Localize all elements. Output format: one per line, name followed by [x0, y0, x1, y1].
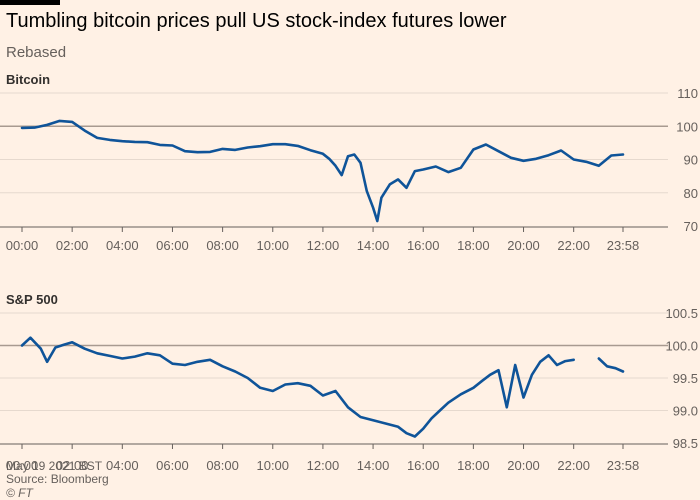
bitcoin-y-tick-label: 100 [676, 119, 698, 134]
bitcoin-x-tick-label: 06:00 [156, 238, 189, 253]
bitcoin-x-tick-label: 14:00 [357, 238, 390, 253]
sp500-y-tick-label: 99.0 [673, 404, 698, 419]
bitcoin-y-tick-label: 90 [684, 153, 698, 168]
sp500-x-tick-label: 18:00 [457, 458, 490, 473]
bitcoin-x-tick-label: 02:00 [56, 238, 89, 253]
sp500-y-tick-label: 99.5 [673, 371, 698, 386]
footer-copyright: © FT [6, 486, 33, 500]
bitcoin-y-tick-label: 70 [684, 219, 698, 234]
chart-subtitle: Rebased [6, 44, 67, 61]
bitcoin-x-tick-label: 23:58 [607, 238, 640, 253]
sp500-x-tick-label: 23:58 [607, 458, 640, 473]
bitcoin-x-tick-label: 00:00 [6, 238, 39, 253]
sp500-x-tick-label: 16:00 [407, 458, 440, 473]
chart-title: Tumbling bitcoin prices pull US stock-in… [6, 10, 507, 32]
bitcoin-panel-title: Bitcoin [6, 72, 50, 87]
footer-source: Source: Bloomberg [6, 472, 109, 486]
sp500-y-tick-label: 100.5 [665, 306, 698, 321]
bitcoin-x-tick-label: 12:00 [307, 238, 340, 253]
sp500-x-tick-label: 12:00 [307, 458, 340, 473]
sp500-series-line [597, 357, 625, 373]
sp500-x-tick-label: 08:00 [206, 458, 239, 473]
sp500-x-tick-label: 02:00 [56, 458, 89, 473]
sp500-x-tick-label: 00:00 [6, 458, 39, 473]
sp500-x-tick-label: 04:00 [106, 458, 139, 473]
bitcoin-x-tick-label: 04:00 [106, 238, 139, 253]
sp500-y-tick-label: 100.0 [665, 339, 698, 354]
sp500-x-tick-label: 10:00 [256, 458, 289, 473]
bitcoin-x-tick-label: 08:00 [206, 238, 239, 253]
sp500-x-tick-label: 22:00 [557, 458, 590, 473]
bitcoin-x-tick-label: 18:00 [457, 238, 490, 253]
ft-top-bar [0, 0, 60, 5]
bitcoin-x-tick-label: 20:00 [507, 238, 540, 253]
footer-date: May 19 2021 BST [6, 459, 103, 473]
sp500-panel-title: S&P 500 [6, 292, 58, 307]
bitcoin-y-tick-label: 110 [677, 86, 698, 101]
sp500-x-tick-label: 14:00 [357, 458, 390, 473]
bitcoin-x-tick-label: 10:00 [256, 238, 289, 253]
sp500-x-tick-label: 20:00 [507, 458, 540, 473]
sp500-series-line [20, 336, 575, 438]
sp500-x-tick-label: 06:00 [156, 458, 189, 473]
bitcoin-x-tick-label: 22:00 [557, 238, 590, 253]
sp500-y-tick-label: 98.5 [673, 436, 698, 451]
bitcoin-y-tick-label: 80 [684, 186, 698, 201]
bitcoin-x-tick-label: 16:00 [407, 238, 440, 253]
bitcoin-series-line [20, 119, 625, 223]
